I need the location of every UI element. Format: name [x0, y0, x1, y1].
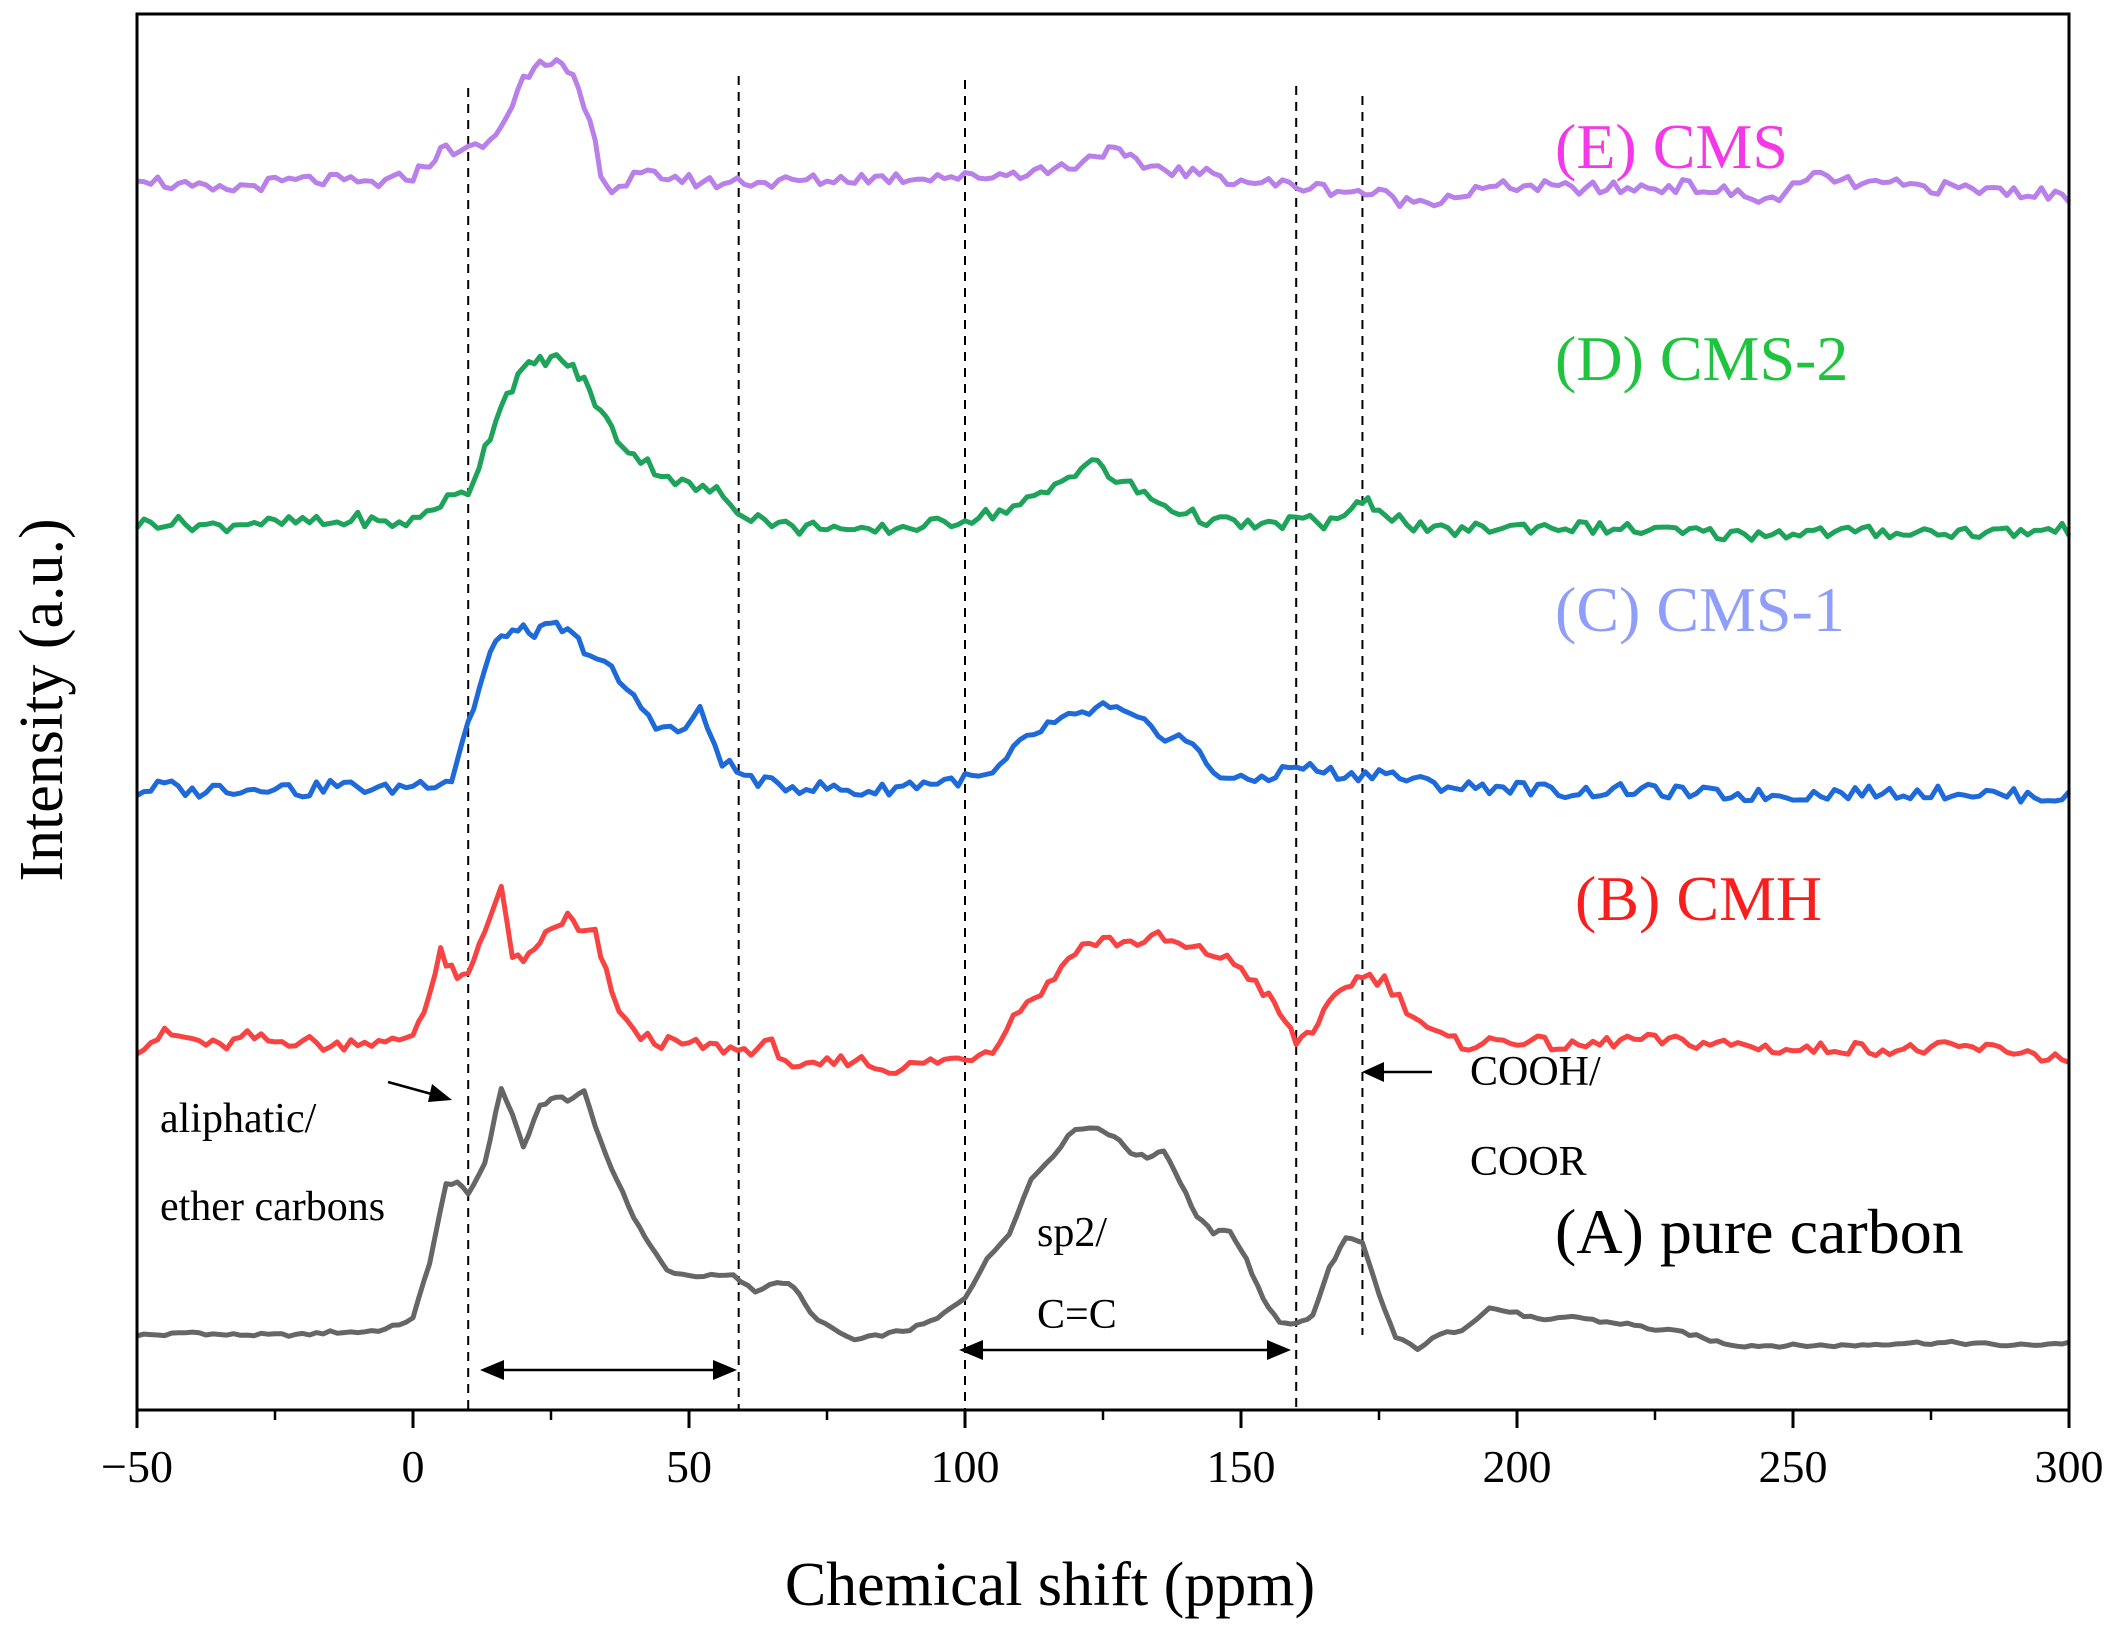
- arrow-cooh-pointer: [1362, 1062, 1432, 1082]
- annotation-aliphatic: aliphatic/: [160, 1096, 317, 1142]
- x-tick-label: 100: [931, 1441, 1000, 1492]
- series-labels: (E) CMS (D) CMS-2 (C) CMS-1 (B) CMH (A) …: [1555, 111, 1964, 1267]
- series-line-a-pure-carbon: [136, 1086, 2070, 1352]
- series-label-a-pure-carbon: (A) pure carbon: [1555, 1196, 1964, 1267]
- x-tick-label: 0: [402, 1441, 425, 1492]
- series-label-e-cms: (E) CMS: [1555, 111, 1788, 182]
- series-label-d-cms-2: (D) CMS-2: [1555, 323, 1848, 394]
- x-tick-label: 200: [1483, 1441, 1552, 1492]
- range-arrow-sp2: [959, 1340, 1291, 1360]
- x-tick-label: 50: [666, 1441, 712, 1492]
- x-tick-label: 300: [2035, 1441, 2104, 1492]
- y-axis-title: Intensity (a.u.): [8, 518, 76, 881]
- series-label-c-cms-1: (C) CMS-1: [1555, 574, 1845, 645]
- range-arrow-aliphatic: [480, 1360, 737, 1380]
- region-annotations: aliphatic/ ether carbons sp2/ C=C COOH/ …: [160, 1049, 1601, 1380]
- annotation-ether-carbons: ether carbons: [160, 1184, 385, 1230]
- x-tick-label: −50: [101, 1441, 173, 1492]
- axes: −50 0 50 100 150 200 250 300: [101, 12, 2104, 1492]
- x-axis-title: Chemical shift (ppm): [785, 1551, 1315, 1619]
- series-line-b-cmh: [135, 883, 2070, 1076]
- annotation-c-double-c: C=C: [1037, 1292, 1117, 1338]
- series-line-d-cms-2: [135, 352, 2072, 543]
- annotation-sp2: sp2/: [1037, 1210, 1107, 1256]
- region-guide-lines: [467, 76, 1364, 1410]
- series-line-c-cms-1: [135, 619, 2071, 805]
- x-tick-label: 150: [1207, 1441, 1276, 1492]
- annotation-coor: COOR: [1470, 1139, 1587, 1185]
- series-lines: [135, 57, 2072, 1352]
- annotation-cooh: COOH/: [1470, 1049, 1601, 1095]
- x-tick-label: 250: [1759, 1441, 1828, 1492]
- arrow-aliphatic-pointer: [387, 1080, 452, 1102]
- series-label-b-cmh: (B) CMH: [1575, 863, 1822, 934]
- series-line-e-cms: [136, 57, 2071, 210]
